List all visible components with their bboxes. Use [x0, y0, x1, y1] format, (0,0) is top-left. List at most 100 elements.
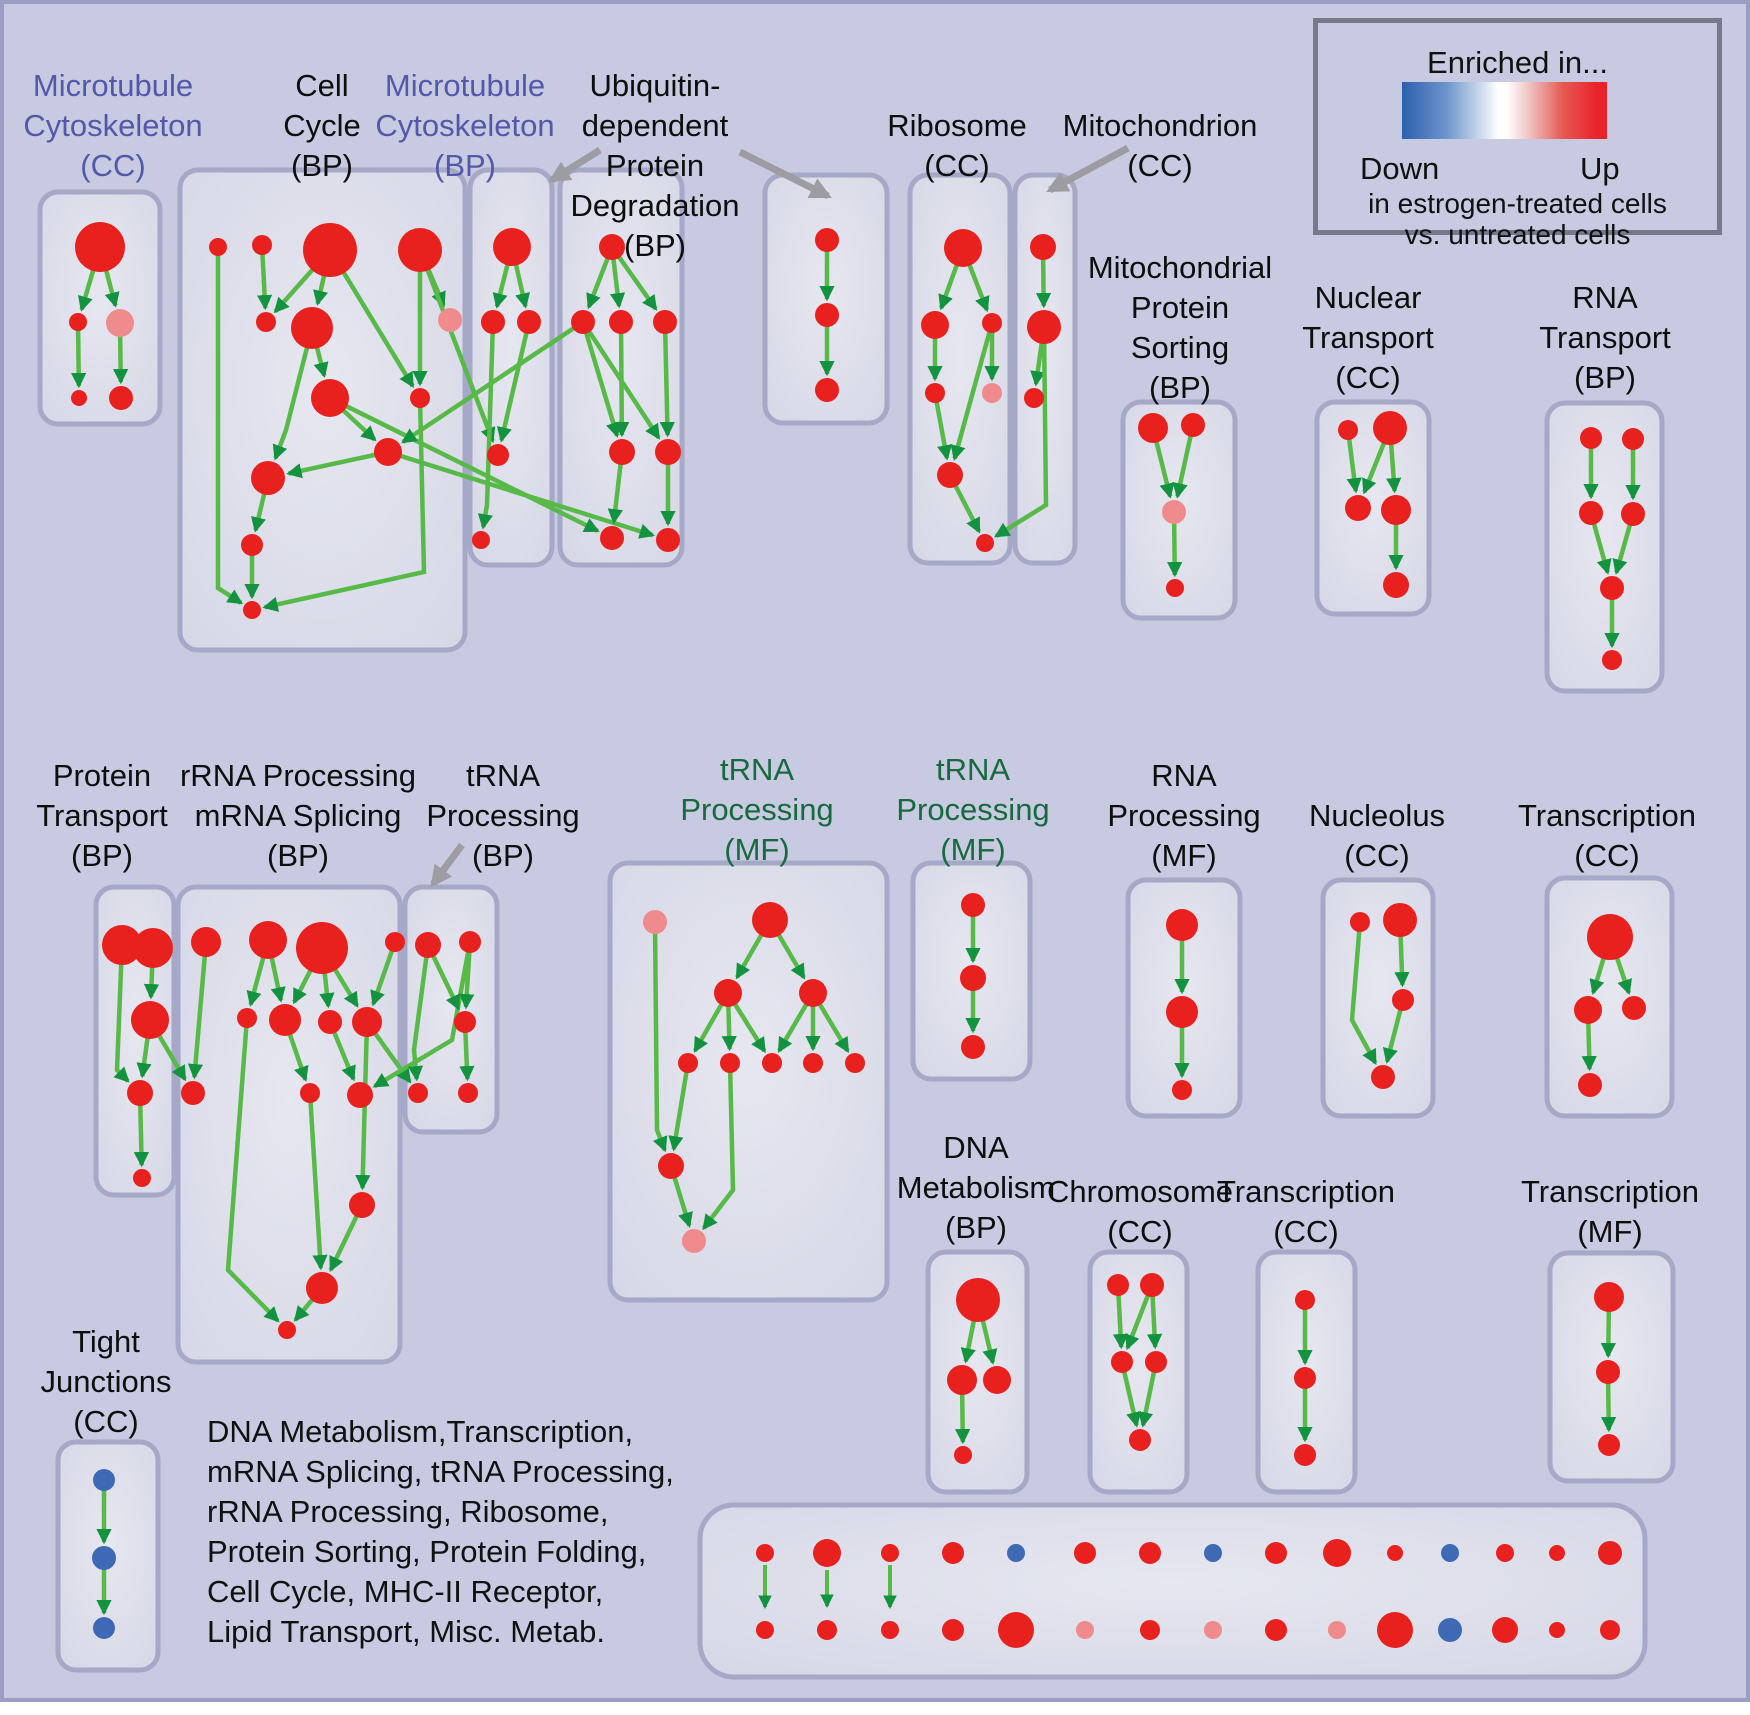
node-t1 [1030, 234, 1056, 260]
node-v3 [815, 378, 839, 402]
node-q1 [102, 925, 142, 965]
matrix-dot-top-6 [1074, 1542, 1096, 1564]
matrix-dot-bottom-1 [756, 1621, 774, 1639]
edge-r4-r6 [932, 392, 953, 461]
node-w1 [643, 910, 667, 934]
edge-c8-u7 [328, 395, 600, 533]
node-y2 [1166, 996, 1198, 1028]
node-v1 [815, 228, 839, 252]
node-u3 [609, 310, 633, 334]
legend-gradient-bar [1402, 82, 1607, 139]
node-n3 [1392, 989, 1414, 1011]
node-s12 [349, 1192, 375, 1218]
node-c10 [374, 438, 402, 466]
node-c9 [410, 388, 430, 408]
node-p1 [1138, 413, 1168, 443]
legend-up-label: Up [1580, 151, 1620, 186]
node-e2 [1622, 428, 1644, 450]
edge-n1-n4 [1349, 921, 1378, 1065]
node-k1 [1338, 420, 1358, 440]
node-d3 [983, 1366, 1011, 1394]
node-w3 [714, 979, 742, 1007]
node-t3 [1024, 388, 1044, 408]
node-m5 [472, 531, 490, 549]
matrix-dot-bottom-3 [881, 1621, 899, 1639]
node-w6 [720, 1053, 740, 1073]
misc-categories-line: Cell Cycle, MHC-II Receptor, [207, 1574, 604, 1609]
matrix-dot-bottom-11 [1377, 1612, 1413, 1648]
matrix-dot-bottom-2 [817, 1620, 837, 1640]
node-n1 [1350, 912, 1370, 932]
node-j2 [92, 1546, 116, 1570]
node-g2 [1294, 1367, 1316, 1389]
edge-c10-c11 [286, 449, 389, 479]
node-c11 [251, 461, 285, 495]
node-g1 [1295, 1290, 1315, 1310]
cluster-box-nucleolus [1320, 877, 1436, 1119]
matrix-dot-bottom-8 [1204, 1621, 1222, 1639]
node-c13 [243, 601, 261, 619]
matrix-dot-bottom-13 [1492, 1617, 1518, 1643]
edge-p2-p3 [1172, 424, 1196, 499]
node-q2 [133, 928, 173, 968]
node-w11 [682, 1229, 706, 1253]
edge-k1-k3 [1345, 429, 1362, 494]
node-w10 [658, 1153, 684, 1179]
node-c4 [398, 228, 442, 272]
node-h2 [1140, 1273, 1164, 1297]
edge-q1-q4 [113, 944, 130, 1083]
matrix-dot-bottom-10 [1328, 1621, 1346, 1639]
node-u8 [656, 528, 680, 552]
matrix-dot-top-3 [881, 1544, 899, 1562]
edge-w6-w11 [701, 1062, 736, 1231]
node-n4 [1371, 1065, 1395, 1089]
node-h5 [1129, 1429, 1151, 1451]
node-z2 [960, 965, 986, 991]
node-s14 [278, 1321, 296, 1339]
misc-categories-text: DNA Metabolism,Transcription, mRNA Splic… [207, 1412, 674, 1652]
node-k5 [1383, 572, 1409, 598]
node-c7 [438, 308, 462, 332]
cluster-box-rrna [175, 884, 403, 1365]
legend-subtitle-line1: in estrogen-treated cells [1368, 188, 1667, 219]
cluster-box-nuclear-transport [1314, 399, 1432, 617]
matrix-dot-bottom-15 [1600, 1620, 1620, 1640]
pointer-arrow-ubiquitin-right [738, 148, 832, 200]
edge-m2-m5 [477, 321, 496, 530]
matrix-dot-top-8 [1204, 1544, 1222, 1562]
edge-u4-u6 [659, 321, 675, 438]
node-s10 [300, 1083, 320, 1103]
node-t2 [1027, 310, 1061, 344]
node-c2 [252, 235, 272, 255]
edge-tb1-tb4 [407, 944, 431, 1082]
misc-categories-line: rRNA Processing, Ribosome, [207, 1494, 609, 1529]
node-w9 [845, 1053, 865, 1073]
edge-c6-c11 [272, 327, 315, 461]
node-g3 [1294, 1444, 1316, 1466]
node-e3 [1579, 501, 1603, 525]
node-e1 [1580, 427, 1602, 449]
node-r6 [937, 462, 963, 488]
node-u6 [655, 439, 681, 465]
node-s8 [352, 1007, 382, 1037]
pointer-arrow-trna-bp [430, 842, 465, 888]
matrix-dot-bottom-5 [998, 1612, 1034, 1648]
edge-w1-w10 [652, 921, 668, 1153]
cluster-box-dna-metabolism [925, 1249, 1030, 1495]
node-z1 [961, 893, 985, 917]
node-c3 [303, 223, 357, 277]
edge-m3-m4 [496, 321, 532, 443]
edge-u2-u6 [581, 320, 661, 440]
node-a3 [106, 309, 134, 337]
node-u5 [609, 439, 635, 465]
edge-s5-s14 [225, 1017, 280, 1323]
edge-c4-m4 [417, 249, 496, 444]
node-tb4 [408, 1083, 428, 1103]
node-k2 [1373, 411, 1407, 445]
node-r3 [982, 313, 1002, 333]
node-d1 [956, 1278, 1000, 1322]
matrix-dot-top-4 [942, 1542, 964, 1564]
edge-s4-s8 [370, 941, 398, 1007]
node-a5 [109, 386, 133, 410]
